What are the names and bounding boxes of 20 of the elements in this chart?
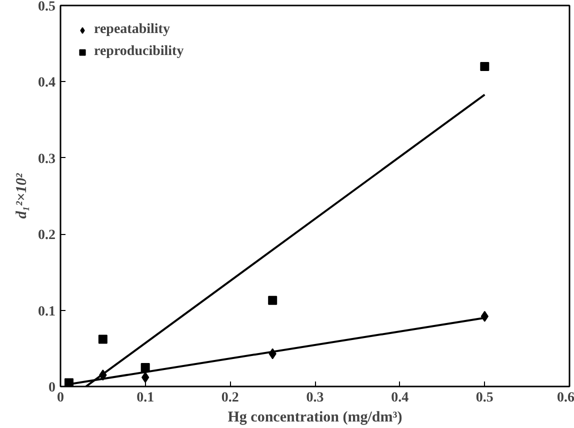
legend-label: repeatability: [94, 22, 170, 38]
x-tick-label: 0.6: [557, 390, 574, 406]
y-tick-label: 0.5: [38, 0, 56, 14]
y-axis-title: d₁²×10²: [14, 172, 30, 219]
point: [140, 362, 150, 372]
x-tick-label: 0.1: [136, 390, 154, 406]
y-tick-label: 0.4: [38, 76, 56, 91]
point: [98, 334, 108, 344]
x-tick-label: 0.4: [391, 390, 409, 406]
x-axis-title: Hg concentration (mg/dm³): [228, 410, 402, 426]
x-tick-label: 0.5: [476, 390, 494, 406]
y-tick-label: 0: [48, 380, 56, 396]
y-tick-label: 0.1: [38, 304, 56, 320]
y-tick-label: 0.3: [38, 152, 56, 167]
point: [268, 296, 278, 305]
x-tick-label: 0.2: [221, 390, 239, 406]
x-tick-label: 0.3: [306, 390, 324, 406]
legend-label: reproducibility: [94, 44, 184, 60]
y-tick-label: 0.2: [38, 228, 56, 244]
point: [480, 62, 490, 71]
